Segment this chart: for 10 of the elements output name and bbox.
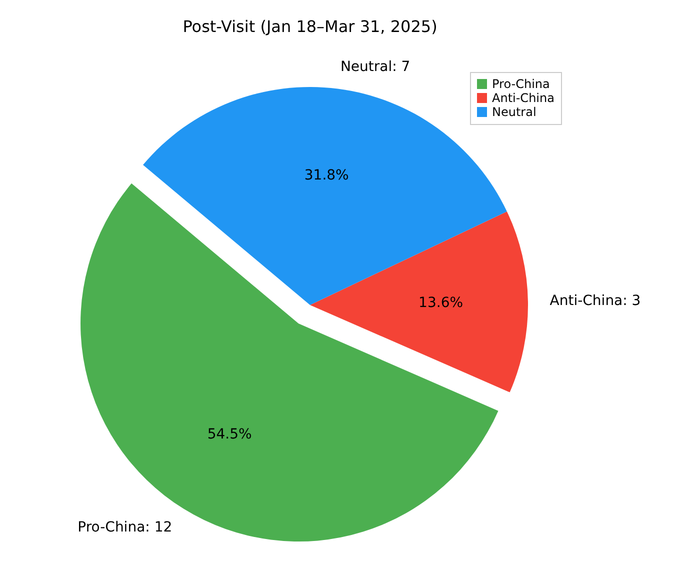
- data-label: 31.8%: [304, 167, 349, 184]
- data-label: 13.6%: [418, 294, 464, 311]
- legend-label: Neutral: [492, 105, 536, 119]
- legend-label: Pro-China: [492, 77, 550, 91]
- legend-label: Anti-China: [492, 91, 554, 105]
- text: Neutral: 7: [340, 59, 410, 76]
- chart-title: Post-Visit (Jan 18–Mar 31, 2025): [182, 17, 438, 36]
- text: Pro-China: 12: [78, 519, 172, 536]
- data-label: 54.5%: [207, 426, 252, 443]
- text: Anti-China: 3: [550, 293, 641, 310]
